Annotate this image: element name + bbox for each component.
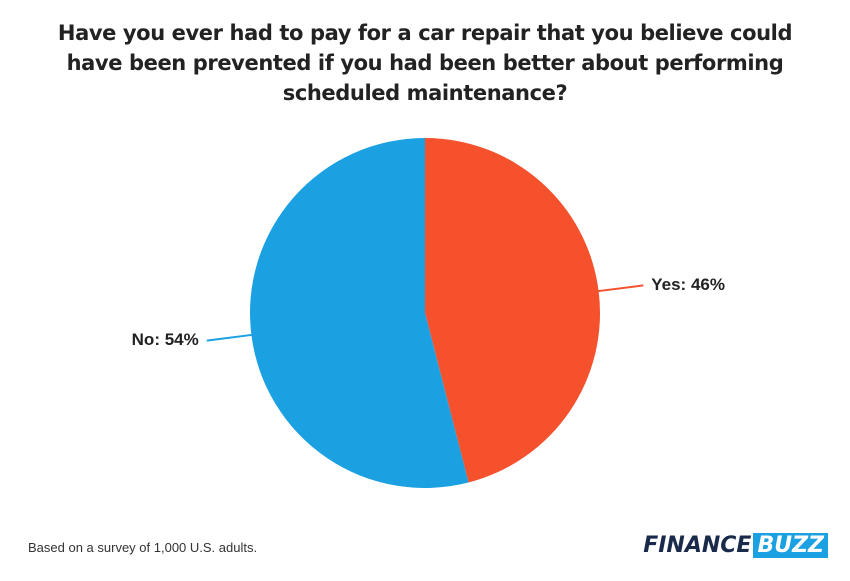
data-label: Yes: 46% (651, 275, 725, 294)
logo-text: BUZZ (753, 533, 828, 558)
source-note: Based on a survey of 1,000 U.S. adults. (28, 540, 258, 555)
pie-slice (249, 138, 469, 488)
leader-line (596, 284, 644, 293)
logo: FINANCE BUZZ (643, 533, 828, 558)
pie-slice (425, 138, 600, 483)
leader-line (206, 333, 254, 342)
logo-text: FINANCE (643, 533, 752, 558)
chart-title: Have you ever had to pay for a car repai… (57, 21, 793, 105)
data-label: No: 54% (132, 330, 199, 349)
